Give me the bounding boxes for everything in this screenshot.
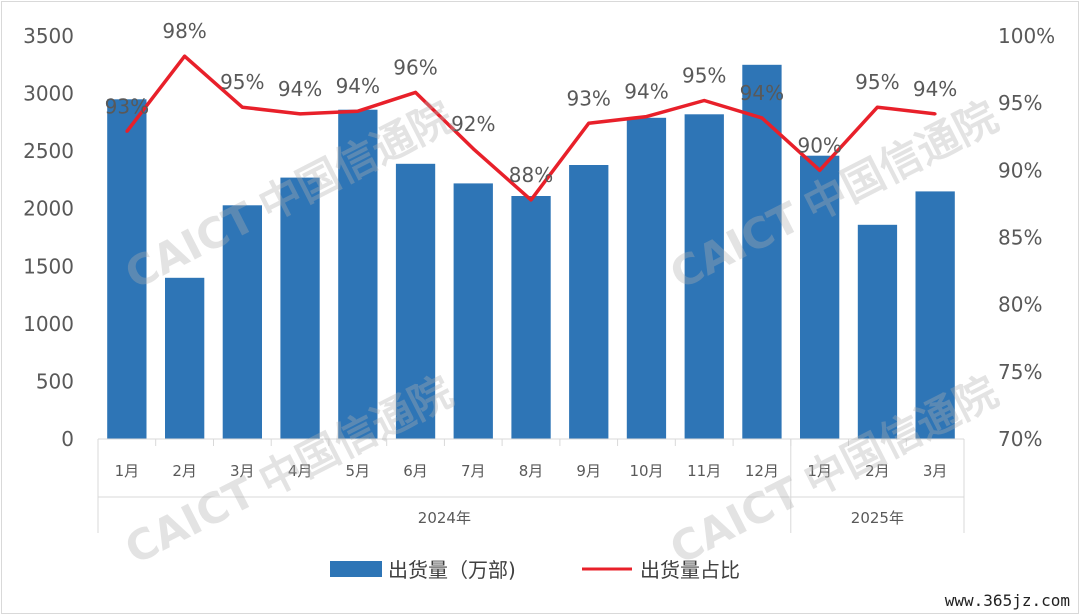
line-point — [529, 198, 533, 202]
bar — [915, 191, 955, 439]
bars-layer — [107, 64, 955, 440]
data-label: 93% — [566, 86, 610, 110]
line-point — [875, 105, 879, 109]
x-group-label: 2025年 — [851, 509, 904, 527]
bar — [222, 205, 262, 439]
x-tick-label: 11月 — [687, 462, 721, 480]
x-tick-label: 3月 — [230, 462, 255, 480]
y-left-tick-label: 2500 — [23, 139, 74, 163]
bar — [280, 177, 320, 439]
y-right-tick-label: 80% — [998, 293, 1042, 317]
y-left-tick-label: 1000 — [23, 312, 74, 336]
data-label: 94% — [336, 74, 380, 98]
data-label: 98% — [162, 19, 206, 43]
line-point — [125, 129, 129, 133]
data-label: 96% — [393, 55, 437, 79]
data-label: 88% — [509, 163, 553, 187]
bar — [569, 165, 609, 439]
x-tick-label: 12月 — [745, 462, 779, 480]
data-label: 94% — [740, 81, 784, 105]
data-label: 93% — [105, 94, 149, 118]
line-point — [702, 99, 706, 102]
bar — [742, 64, 782, 440]
data-label: 95% — [682, 64, 726, 88]
y-right-tick-label: 100% — [998, 24, 1055, 48]
bar — [453, 183, 493, 439]
x-tick-label: 9月 — [576, 462, 601, 480]
axis-layer: 0 500 1000 1500 2000 2500 3000 3500 70% 75% 80% 85%… — [23, 24, 1055, 533]
legend-bar-label: 出货量（万部) — [388, 558, 516, 582]
line-point — [356, 109, 360, 113]
bar — [857, 224, 898, 439]
line-point — [760, 116, 764, 120]
data-label: 95% — [855, 70, 899, 94]
y-left-tick-label: 1500 — [23, 254, 74, 278]
legend-bar-swatch — [330, 561, 382, 577]
x-tick-label: 10月 — [629, 462, 663, 480]
line-layer — [125, 54, 937, 202]
data-label: 92% — [451, 112, 495, 136]
y-right-tick-label: 90% — [998, 158, 1042, 182]
data-label: 94% — [624, 80, 668, 104]
legend: 出货量（万部) 出货量占比 — [330, 558, 740, 582]
y-left-tick-label: 3000 — [23, 82, 74, 106]
x-tick-label: 5月 — [346, 462, 371, 480]
line-point — [183, 54, 187, 58]
bar — [511, 196, 551, 439]
data-label: 94% — [913, 77, 957, 101]
x-group-label: 2024年 — [418, 509, 471, 527]
x-tick-label: 4月 — [288, 462, 313, 480]
x-tick-label: 1月 — [115, 462, 140, 480]
y-left-tick-label: 500 — [36, 369, 74, 393]
y-left-tick-label: 0 — [61, 427, 74, 451]
x-tick-label: 3月 — [923, 462, 948, 480]
y-left-tick-label: 2000 — [23, 197, 74, 221]
bar — [684, 114, 724, 440]
bar — [395, 163, 436, 440]
y-right-tick-label: 85% — [998, 226, 1042, 250]
x-tick-label: 7月 — [461, 462, 486, 480]
site-watermark: www.365jz.com — [945, 591, 1070, 610]
legend-line-label: 出货量占比 — [640, 558, 740, 582]
bar — [165, 277, 205, 439]
y-right-tick-label: 75% — [998, 360, 1042, 384]
line-point — [298, 112, 302, 116]
y-left-tick-label: 3500 — [23, 24, 74, 48]
line-point — [240, 105, 244, 109]
data-label: 94% — [278, 77, 322, 101]
data-label: 95% — [220, 70, 264, 94]
x-tick-label: 6月 — [403, 462, 428, 480]
bar — [800, 155, 840, 439]
bar — [338, 109, 378, 439]
line-point — [587, 121, 591, 125]
x-tick-label: 1月 — [807, 462, 832, 480]
line-point — [414, 90, 417, 94]
line-point — [933, 112, 937, 116]
x-tick-label: 2月 — [172, 462, 197, 480]
bar — [107, 99, 147, 440]
line-point — [645, 115, 648, 119]
x-tick-label: 8月 — [519, 462, 544, 480]
y-right-tick-label: 70% — [998, 427, 1042, 451]
x-tick-label: 2月 — [865, 462, 890, 480]
bar — [626, 117, 667, 440]
line-point — [818, 168, 822, 172]
line-point — [471, 147, 475, 151]
pct-labels-layer: 93% 98% 95% 94% 94% 96% 92% 88% 93% 94% 95% 94% 90% 9… — [105, 19, 958, 187]
y-right-tick-label: 95% — [998, 91, 1042, 115]
data-label: 90% — [797, 133, 841, 157]
